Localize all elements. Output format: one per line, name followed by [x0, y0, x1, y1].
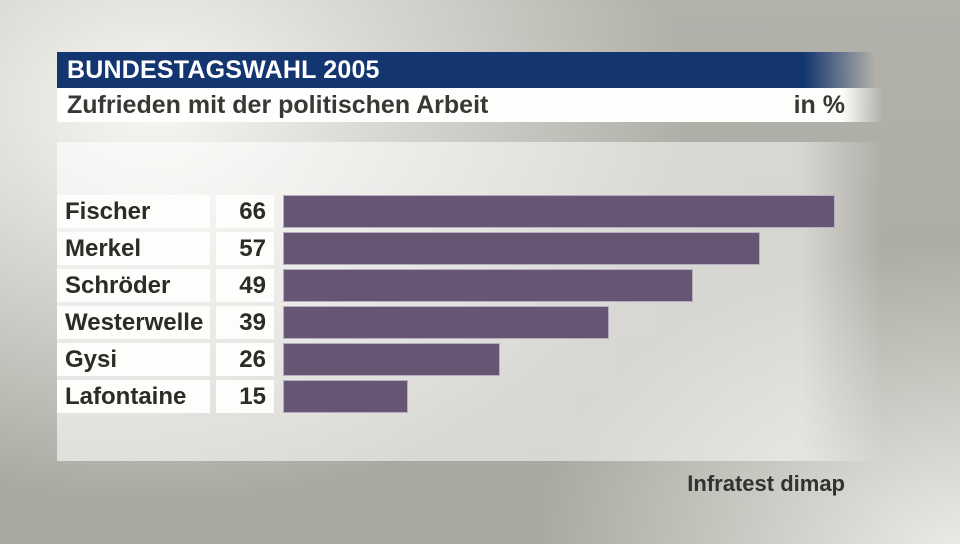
value-label: 15: [216, 380, 274, 413]
page-title: BUNDESTAGSWAHL 2005: [67, 56, 380, 84]
value-label: 66: [216, 195, 274, 228]
candidate-label: Westerwelle: [57, 306, 210, 339]
candidate-label: Lafontaine: [57, 380, 210, 413]
bar-row: Gysi 26: [57, 343, 835, 376]
value-label: 39: [216, 306, 274, 339]
candidate-label: Fischer: [57, 195, 210, 228]
candidate-label: Gysi: [57, 343, 210, 376]
bar: [283, 232, 760, 265]
value-label: 57: [216, 232, 274, 265]
header-subtitle-bar: Zufrieden mit der politischen Arbeit in …: [57, 88, 883, 122]
bar: [283, 269, 693, 302]
bar-chart: Fischer 66 Merkel 57 Schröder 49 Westerwelle 39…: [57, 195, 835, 417]
source-label: Infratest dimap: [687, 471, 845, 496]
bar-row: Merkel 57: [57, 232, 835, 265]
bar: [283, 380, 409, 413]
unit-label: in %: [793, 91, 845, 119]
candidate-label: Schröder: [57, 269, 210, 302]
header-title-bar: BUNDESTAGSWAHL 2005: [57, 52, 887, 88]
bar-row: Lafontaine 15: [57, 380, 835, 413]
bar: [283, 306, 610, 339]
chart-subtitle: Zufrieden mit der politischen Arbeit: [67, 91, 489, 119]
bar: [283, 195, 835, 228]
value-label: 49: [216, 269, 274, 302]
bar-row: Schröder 49: [57, 269, 835, 302]
bar-row: Fischer 66: [57, 195, 835, 228]
bar: [283, 343, 501, 376]
bar-row: Westerwelle 39: [57, 306, 835, 339]
value-label: 26: [216, 343, 274, 376]
candidate-label: Merkel: [57, 232, 210, 265]
